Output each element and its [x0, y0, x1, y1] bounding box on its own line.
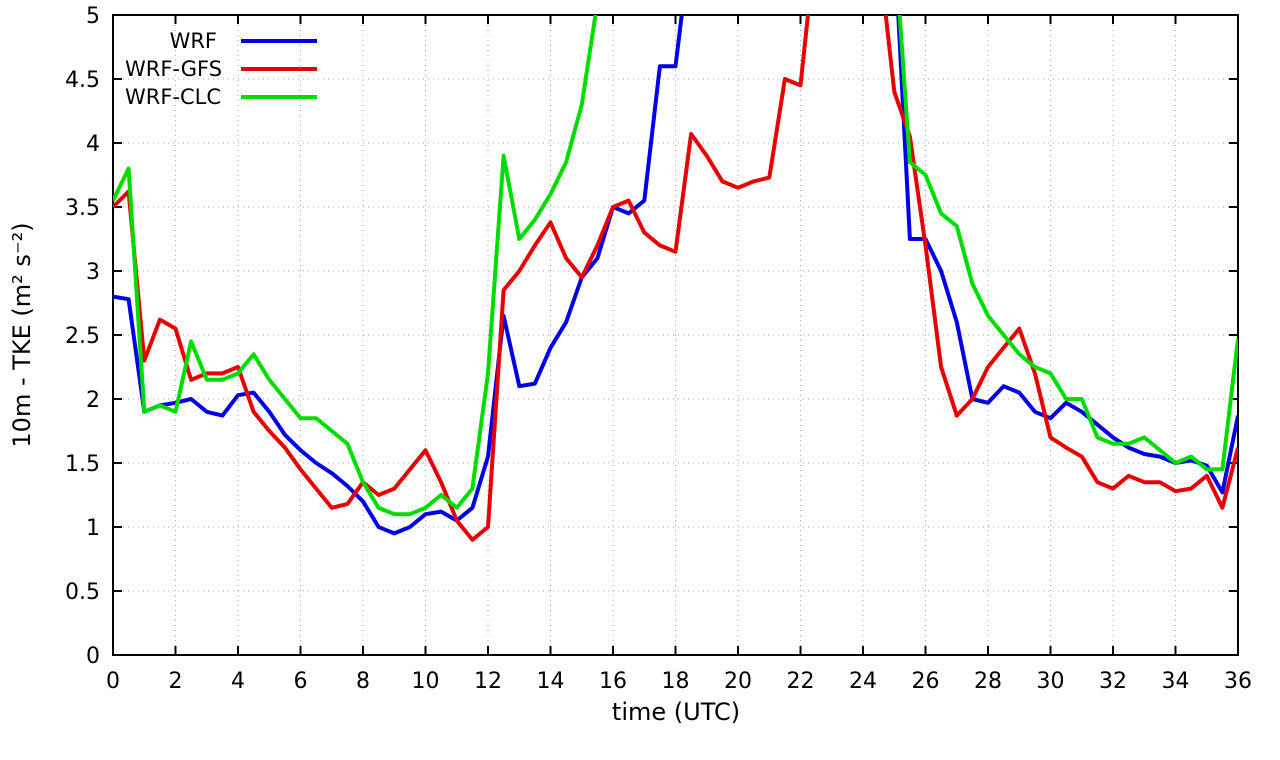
grid-lines: [113, 15, 1238, 655]
legend-entry-wrf-clc: WRF-CLC: [125, 83, 317, 111]
legend-entry-wrf: WRF: [125, 27, 317, 55]
legend-label: WRF-CLC: [125, 85, 222, 109]
plot-border: [112, 14, 1239, 656]
x-tick-label: 24: [849, 669, 877, 694]
y-tick-label: 0: [86, 644, 100, 669]
x-tick-label: 14: [537, 669, 565, 694]
series-line-wrf-clc: [113, 15, 1238, 517]
x-tick-label: 6: [294, 669, 308, 694]
legend-line-sample: [241, 95, 317, 99]
x-tick-label: 22: [787, 669, 815, 694]
series-lines: [113, 15, 1238, 542]
series-line-wrf-gfs: [113, 15, 1238, 542]
y-tick-label: 2: [86, 388, 100, 413]
x-tick-label: 20: [724, 669, 752, 694]
x-tick-label: 10: [412, 669, 440, 694]
y-tick-label: 5: [86, 4, 100, 29]
tick-marks: [112, 14, 1239, 656]
legend-entry-wrf-gfs: WRF-GFS: [125, 55, 317, 83]
x-tick-label: 12: [474, 669, 502, 694]
y-axis-title: 10m - TKE (m² s⁻²): [8, 222, 36, 448]
x-tick-label: 28: [974, 669, 1002, 694]
y-tick-label: 3: [86, 260, 100, 285]
x-tick-label: 8: [356, 669, 370, 694]
y-tick-label: 1.5: [65, 452, 100, 477]
x-tick-label: 32: [1099, 669, 1127, 694]
x-tick-label: 34: [1162, 669, 1190, 694]
legend-label: WRF-GFS: [125, 57, 223, 81]
y-tick-label: 1: [86, 516, 100, 541]
x-tick-label: 26: [912, 669, 940, 694]
x-tick-label: 18: [662, 669, 690, 694]
y-tick-label: 4.5: [65, 68, 100, 93]
x-tick-label: 36: [1224, 669, 1252, 694]
y-tick-label: 0.5: [65, 580, 100, 605]
legend: WRF WRF-GFS WRF-CLC: [125, 27, 317, 111]
x-tick-labels: 0 2 4 6 8 10 12 14 16 18 20 22 24 26 28 30 32 34 36: [106, 669, 1252, 694]
legend-label: WRF: [169, 29, 217, 53]
x-tick-label: 16: [599, 669, 627, 694]
y-tick-label: 2.5: [65, 324, 100, 349]
x-tick-label: 0: [106, 669, 120, 694]
legend-line-sample: [241, 39, 317, 43]
y-tick-label: 3.5: [65, 196, 100, 221]
x-axis-title: time (UTC): [611, 698, 741, 726]
legend-line-sample: [241, 67, 317, 71]
x-tick-label: 2: [169, 669, 183, 694]
x-tick-label: 30: [1037, 669, 1065, 694]
x-tick-label: 4: [231, 669, 245, 694]
y-tick-labels: 0 0.5 1 1.5 2 2.5 3 3.5 4 4.5 5: [65, 4, 100, 669]
y-tick-label: 4: [86, 132, 100, 157]
